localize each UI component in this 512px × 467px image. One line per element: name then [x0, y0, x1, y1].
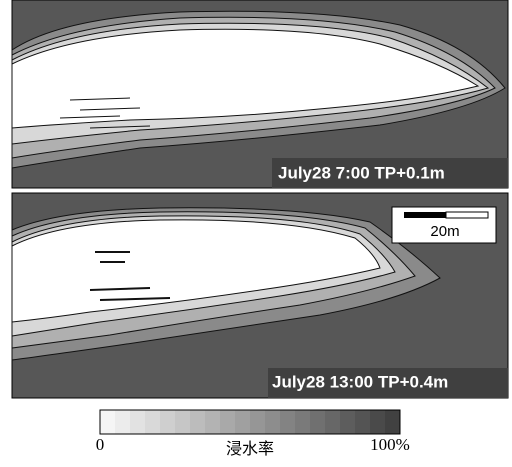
colorbar-step: [250, 410, 266, 434]
colorbar-frame: [99, 409, 401, 435]
colorbar-step: [295, 410, 311, 434]
scale-bar-label: 20m: [430, 223, 459, 240]
colorbar-step: [280, 410, 296, 434]
colorbar-step: [100, 410, 116, 434]
colorbar-step: [370, 410, 386, 434]
colorbar-step: [220, 410, 236, 434]
colorbar-step: [310, 410, 326, 434]
colorbar: [100, 410, 401, 434]
panel-label: July28 7:00 TP+0.1m: [278, 163, 445, 182]
colorbar-step: [205, 410, 221, 434]
colorbar-step: [175, 410, 191, 434]
colorbar-step: [325, 410, 341, 434]
colorbar-max-label: 100%: [370, 435, 410, 454]
colorbar-min-label: 0: [96, 435, 105, 454]
colorbar-step: [355, 410, 371, 434]
colorbar-step: [265, 410, 281, 434]
colorbar-step: [130, 410, 146, 434]
colorbar-step: [145, 410, 161, 434]
colorbar-step: [190, 410, 206, 434]
colorbar-step: [385, 410, 401, 434]
colorbar-step: [235, 410, 251, 434]
map-panel-bottom: 20m July28 13:00 TP+0.4m: [11, 192, 509, 399]
panel-label: July28 13:00 TP+0.4m: [272, 372, 448, 391]
colorbar-title: 浸水率: [226, 440, 274, 458]
colorbar-step: [115, 410, 131, 434]
colorbar-step: [160, 410, 176, 434]
colorbar-step: [340, 410, 356, 434]
map-panel-top: July28 7:00 TP+0.1m: [11, 0, 509, 189]
